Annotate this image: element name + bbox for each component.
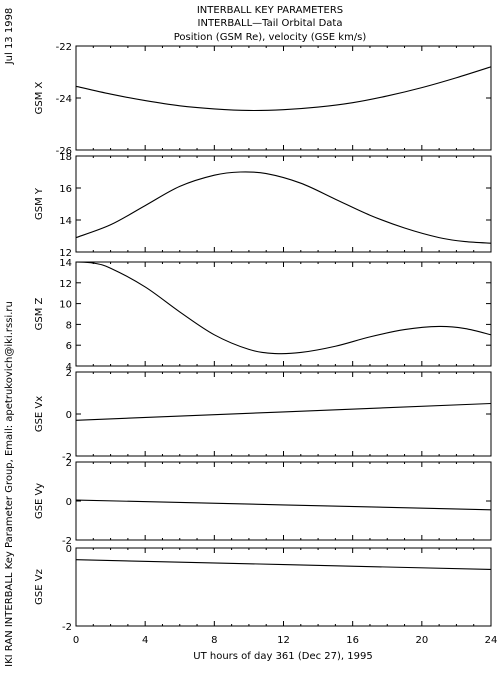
y-tick-label: -22 (56, 42, 72, 53)
series-line (75, 559, 492, 570)
panel-3: 4 6 8 10 12 14 GSM Z (34, 258, 492, 373)
x-tick-label: 0 (73, 635, 79, 646)
panel-frame (75, 371, 492, 457)
series-line (75, 171, 492, 244)
x-tick-labels: 0 4 8 12 16 20 24 (73, 635, 498, 646)
y-axis-label: GSM Y (34, 187, 45, 220)
panel-frame (75, 45, 492, 151)
x-tick-label: 24 (485, 635, 498, 646)
y-tick-label: 2 (66, 368, 72, 379)
side-date: Jul 13 1998 (4, 8, 15, 66)
y-tick-label: 10 (59, 300, 72, 311)
panel-frame (75, 155, 492, 253)
y-tick-label: 4 (66, 362, 72, 373)
y-tick-label: -2 (62, 536, 72, 547)
y-tick-label: 8 (66, 320, 72, 331)
y-tick-label: 6 (66, 341, 72, 352)
chart-title-line-3: Position (GSM Re), velocity (GSE km/s) (174, 32, 367, 43)
y-tick-label: -24 (56, 94, 72, 105)
x-tick-label: 16 (346, 635, 359, 646)
y-tick-label: 12 (59, 248, 72, 259)
y-tick-label: 0 (66, 410, 72, 421)
panel-frame (75, 547, 492, 627)
x-tick-label: 20 (415, 635, 428, 646)
panel-frame (75, 261, 492, 367)
y-tick-label: 12 (59, 279, 72, 290)
panel-6: -2 0 GSE Vz (34, 544, 492, 633)
panel-1: -26 -24 -22 GSM X (34, 42, 492, 157)
y-axis-label: GSM Z (34, 297, 45, 330)
series-line (75, 66, 492, 112)
x-tick-label: 12 (277, 635, 290, 646)
y-tick-label: 14 (59, 216, 72, 227)
panel-4: -2 0 2 GSE Vx (34, 368, 492, 463)
series-line (75, 499, 492, 511)
y-tick-label: 16 (59, 184, 72, 195)
y-tick-label: -2 (62, 452, 72, 463)
y-tick-label: -26 (56, 146, 72, 157)
side-credit: IKI RAN INTERBALL Key Parameter Group, E… (4, 301, 15, 667)
y-tick-label: 0 (66, 497, 72, 508)
y-tick-label: 14 (59, 258, 72, 269)
chart-title-line-2: INTERBALL—Tail Orbital Data (198, 18, 343, 29)
y-axis-label: GSM X (34, 81, 45, 114)
chart-title-line-1: INTERBALL KEY PARAMETERS (197, 5, 343, 16)
y-tick-label: 18 (59, 152, 72, 163)
y-axis-label: GSE Vz (34, 569, 45, 605)
y-axis-label: GSE Vx (34, 396, 45, 432)
x-tick-label: 8 (211, 635, 217, 646)
series-line (75, 402, 492, 421)
x-tick-label: 4 (142, 635, 148, 646)
panel-2: 12 14 16 18 GSM Y (34, 152, 492, 259)
panel-5: -2 0 2 GSE Vy (34, 458, 492, 547)
y-tick-label: 2 (66, 458, 72, 469)
y-tick-label: 0 (66, 544, 72, 555)
y-tick-label: -2 (62, 622, 72, 633)
x-axis-label: UT hours of day 361 (Dec 27), 1995 (193, 651, 372, 662)
series-line (75, 261, 492, 355)
y-axis-label: GSE Vy (34, 483, 45, 519)
